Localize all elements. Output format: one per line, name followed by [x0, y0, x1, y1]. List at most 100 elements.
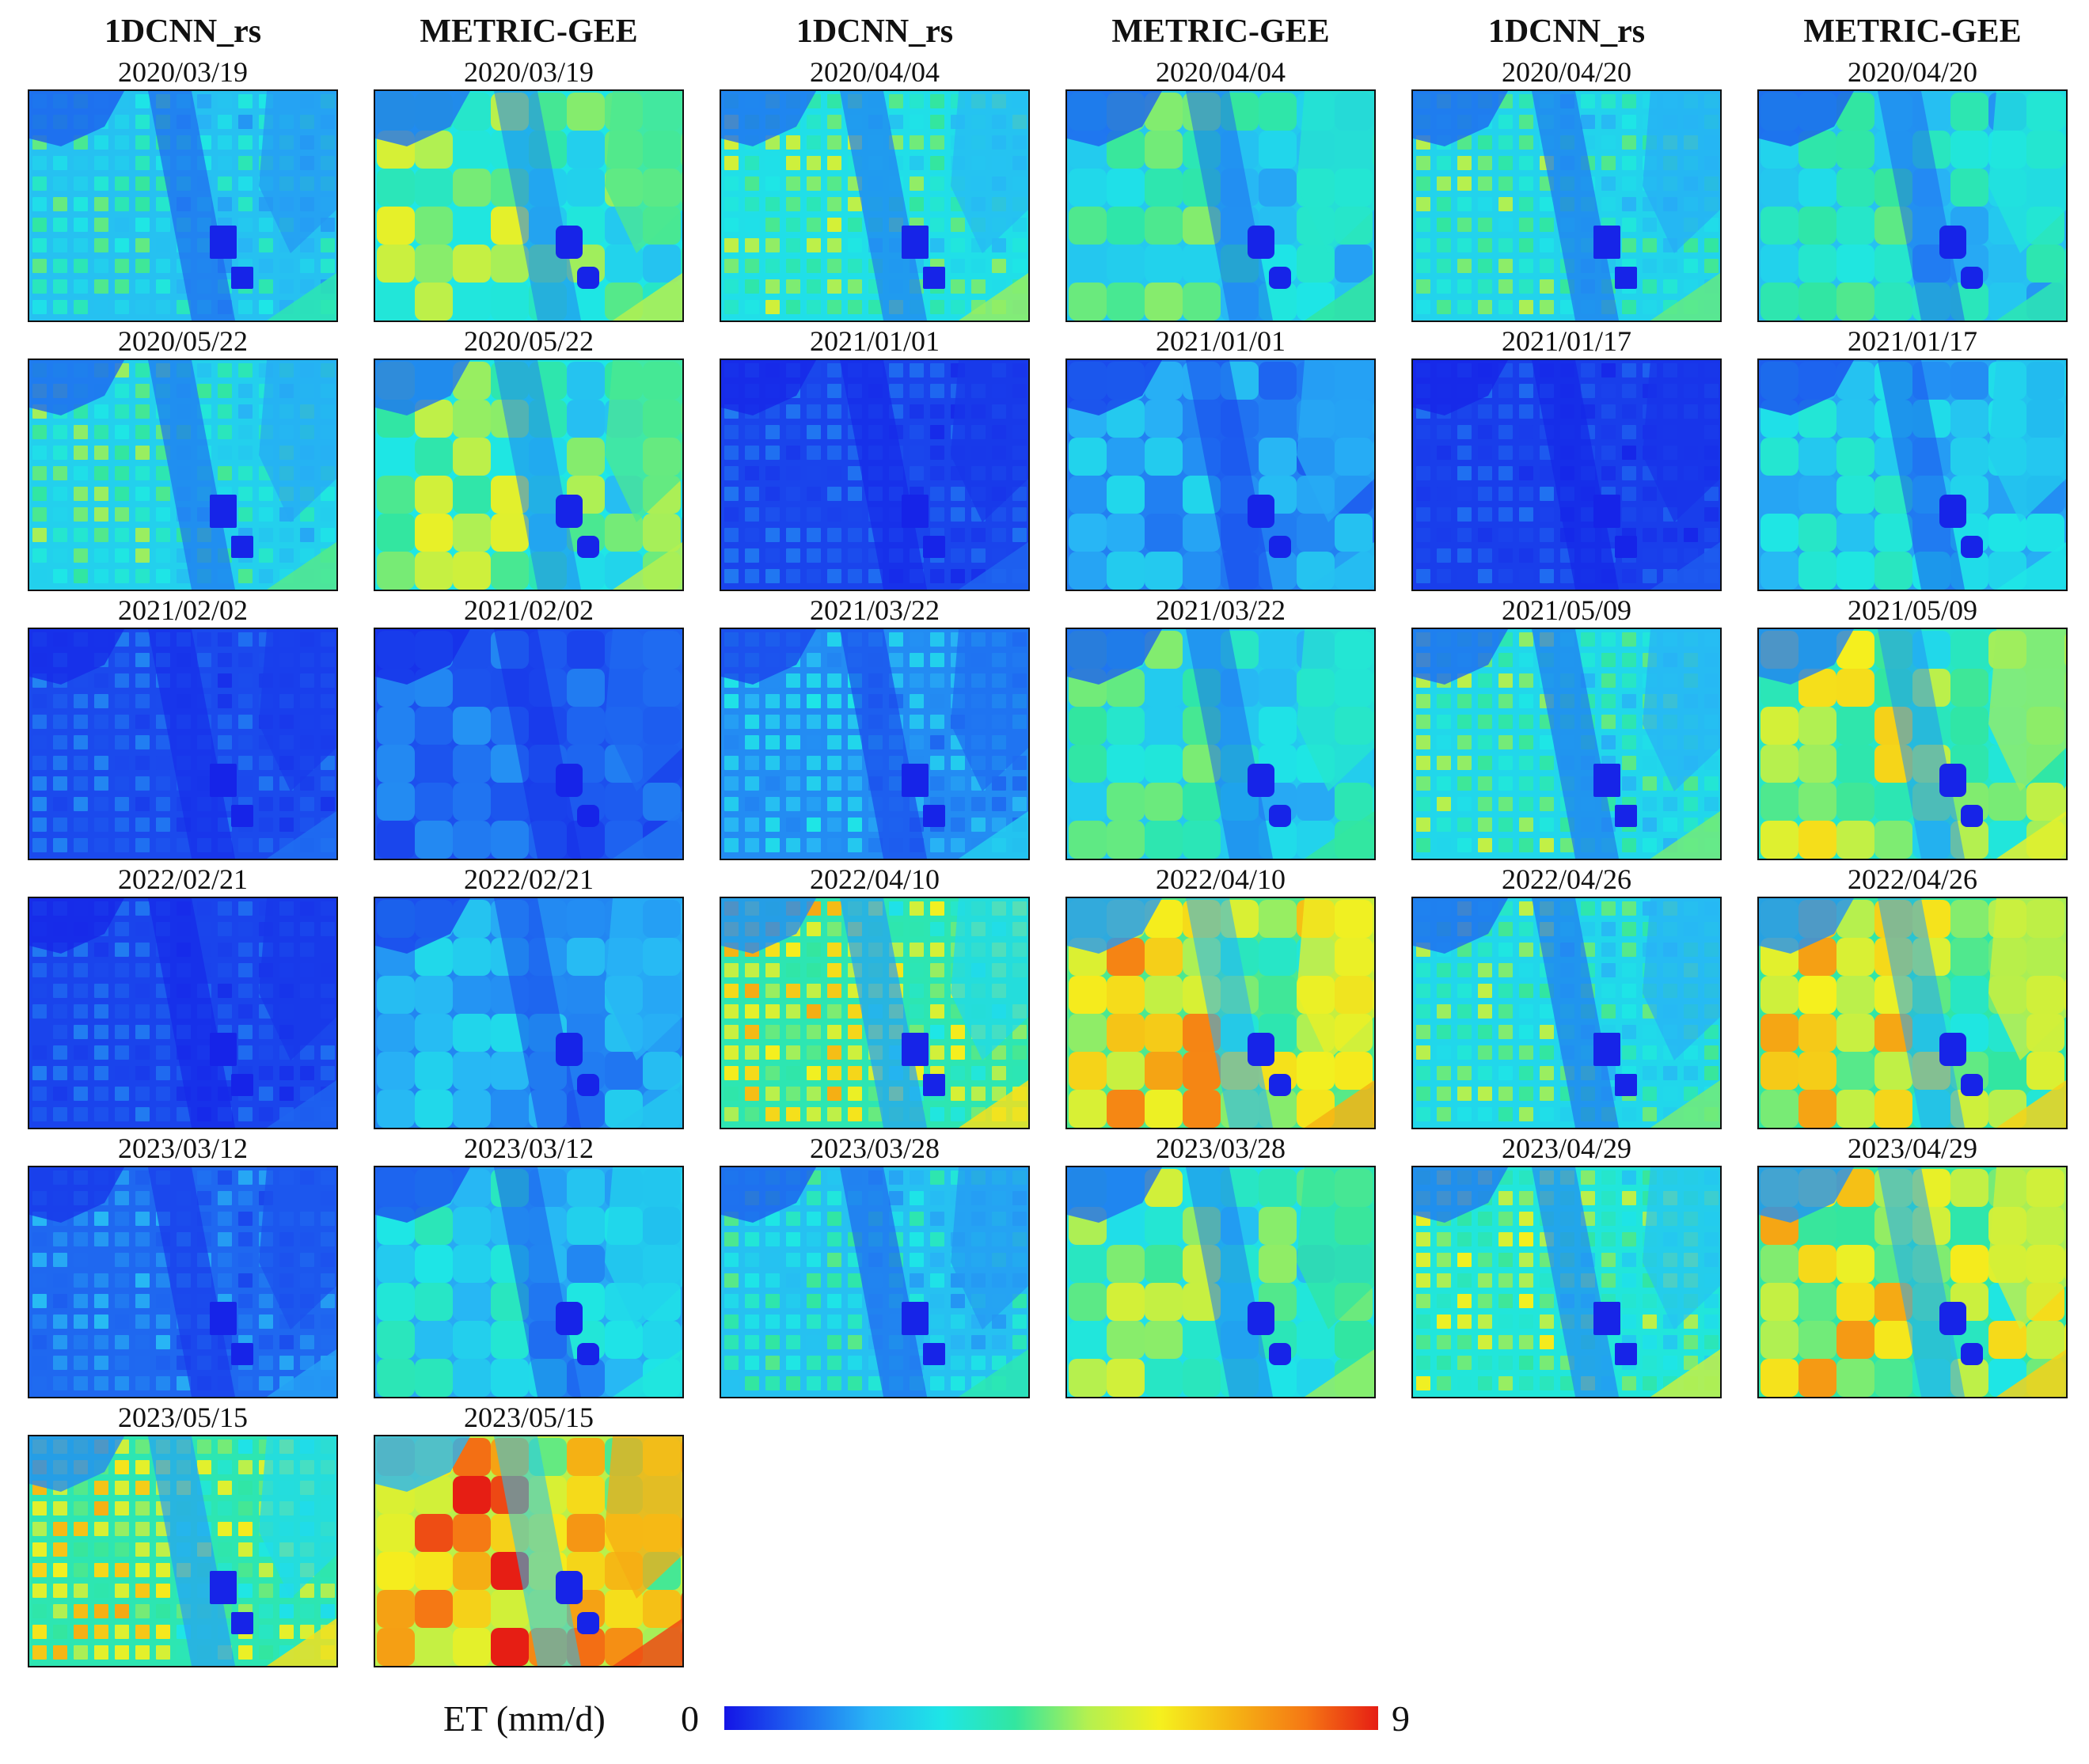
et-map-raster	[1413, 360, 1720, 590]
panel-date-label: 2022/02/21	[117, 863, 248, 895]
panel-date-label: 2020/03/19	[117, 56, 248, 88]
column-header: 1DCNN_rs	[104, 13, 262, 50]
panel-date-label: 2023/03/28	[809, 1132, 940, 1164]
column-header: METRIC-GEE	[1803, 13, 2022, 50]
et-map-raster	[1759, 360, 2066, 590]
panel-date-label: 2023/03/12	[117, 1132, 248, 1164]
panel-date-label: 2021/03/22	[1155, 594, 1286, 626]
et-map-panel	[1065, 628, 1376, 860]
et-map-panel	[28, 1435, 338, 1667]
et-map-panel	[1065, 358, 1376, 591]
colorbar-max-label: 9	[1392, 1698, 1410, 1739]
et-map-raster	[375, 360, 682, 590]
et-map-panel	[374, 897, 684, 1129]
panel-date-label: 2020/04/20	[1847, 56, 1977, 88]
panel-date-label: 2022/02/21	[463, 863, 594, 895]
panel-date-label: 2020/04/20	[1501, 56, 1631, 88]
et-map-raster	[1413, 629, 1720, 859]
column-header: 1DCNN_rs	[796, 13, 954, 50]
et-map-panel	[1411, 628, 1722, 860]
et-map-panel	[720, 358, 1030, 591]
et-map-raster	[721, 629, 1028, 859]
panel-date-label: 2021/02/02	[463, 594, 594, 626]
et-map-panel	[374, 628, 684, 860]
panel-date-label: 2022/04/26	[1847, 863, 1977, 895]
et-map-raster	[29, 898, 336, 1128]
et-map-raster	[29, 1436, 336, 1666]
et-map-panel	[1065, 89, 1376, 322]
panel-date-label: 2023/05/15	[463, 1402, 594, 1433]
et-map-panel	[374, 1435, 684, 1667]
et-map-panel	[28, 1166, 338, 1398]
et-map-raster	[721, 91, 1028, 321]
et-map-raster	[1413, 898, 1720, 1128]
colorbar	[724, 1706, 1378, 1730]
et-map-panel	[28, 897, 338, 1129]
et-map-raster	[1067, 360, 1374, 590]
et-map-raster	[1067, 629, 1374, 859]
panel-date-label: 2023/05/15	[117, 1402, 248, 1433]
panel-date-label: 2021/01/17	[1501, 325, 1631, 357]
panel-date-label: 2020/05/22	[117, 325, 248, 357]
et-map-raster	[1759, 91, 2066, 321]
et-map-raster	[29, 1167, 336, 1397]
et-map-panel	[28, 358, 338, 591]
et-map-raster	[1067, 1167, 1374, 1397]
panel-date-label: 2021/01/01	[1155, 325, 1286, 357]
panel-date-label: 2022/04/10	[809, 863, 940, 895]
et-map-panel	[1065, 897, 1376, 1129]
et-map-raster	[29, 91, 336, 321]
et-map-raster	[375, 91, 682, 321]
et-map-panel	[374, 358, 684, 591]
panel-date-label: 2021/01/01	[809, 325, 940, 357]
et-map-panel	[1757, 897, 2068, 1129]
panel-date-label: 2023/04/29	[1847, 1132, 1977, 1164]
panel-date-label: 2022/04/26	[1501, 863, 1631, 895]
et-map-raster	[721, 1167, 1028, 1397]
panel-date-label: 2020/05/22	[463, 325, 594, 357]
et-map-raster	[29, 629, 336, 859]
et-map-raster	[375, 1167, 682, 1397]
et-map-panel	[720, 1166, 1030, 1398]
panel-date-label: 2023/03/28	[1155, 1132, 1286, 1164]
et-map-raster	[1067, 91, 1374, 321]
panel-date-label: 2022/04/10	[1155, 863, 1286, 895]
panel-date-label: 2020/03/19	[463, 56, 594, 88]
panel-date-label: 2021/05/09	[1501, 594, 1631, 626]
et-map-raster	[1413, 1167, 1720, 1397]
et-map-panel	[374, 89, 684, 322]
column-header: 1DCNN_rs	[1487, 13, 1646, 50]
et-map-raster	[721, 898, 1028, 1128]
panel-date-label: 2021/05/09	[1847, 594, 1977, 626]
et-map-panel	[1757, 89, 2068, 322]
colorbar-min-label: 0	[681, 1698, 699, 1739]
et-map-panel	[1411, 89, 1722, 322]
et-map-raster	[29, 360, 336, 590]
panel-date-label: 2023/04/29	[1501, 1132, 1631, 1164]
et-map-raster	[1759, 898, 2066, 1128]
et-map-raster	[375, 898, 682, 1128]
panel-date-label: 2021/01/17	[1847, 325, 1977, 357]
et-map-panel	[1757, 1166, 2068, 1398]
et-map-raster	[1067, 898, 1374, 1128]
et-map-raster	[1759, 629, 2066, 859]
column-header: METRIC-GEE	[420, 13, 638, 50]
panel-date-label: 2023/03/12	[463, 1132, 594, 1164]
column-header: METRIC-GEE	[1111, 13, 1330, 50]
et-map-raster	[1413, 91, 1720, 321]
et-map-panel	[1411, 1166, 1722, 1398]
et-map-panel	[1757, 358, 2068, 591]
colorbar-title: ET (mm/d)	[443, 1698, 606, 1739]
et-map-panel	[720, 897, 1030, 1129]
et-map-panel	[720, 628, 1030, 860]
et-map-panel	[1065, 1166, 1376, 1398]
et-map-raster	[721, 360, 1028, 590]
et-map-panel	[374, 1166, 684, 1398]
et-map-raster	[1759, 1167, 2066, 1397]
et-map-panel	[1411, 897, 1722, 1129]
et-map-raster	[375, 1436, 682, 1666]
et-map-raster	[375, 629, 682, 859]
et-map-panel	[28, 89, 338, 322]
et-map-panel	[720, 89, 1030, 322]
